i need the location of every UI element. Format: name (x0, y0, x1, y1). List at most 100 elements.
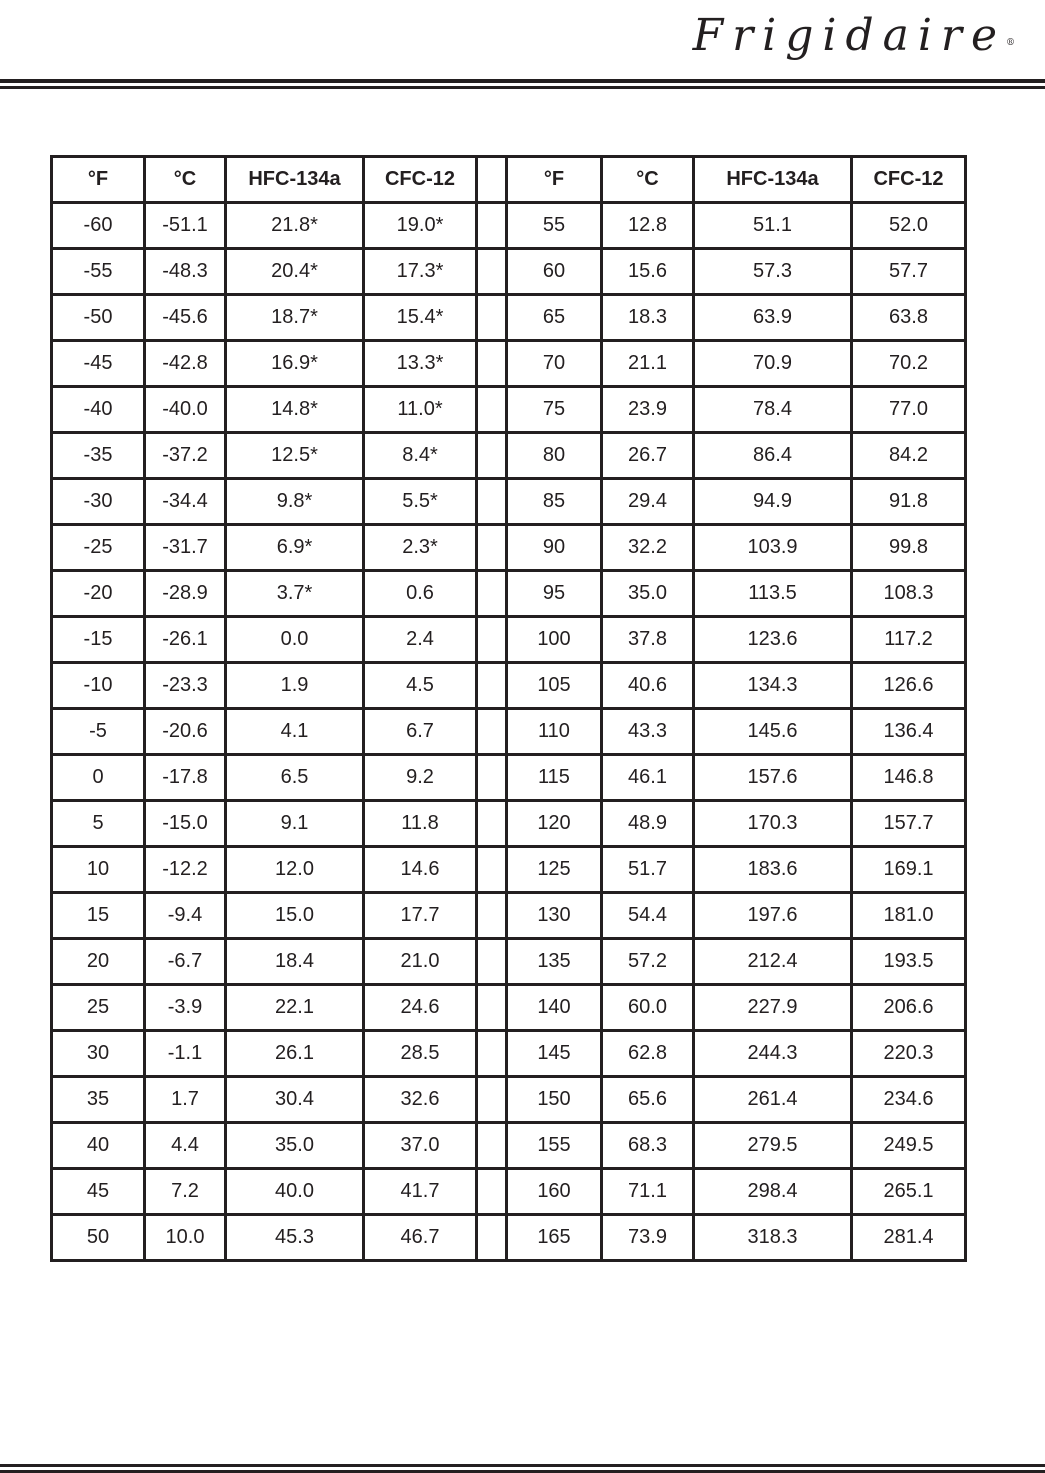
temp-c: -45.6 (143, 293, 227, 342)
temp-c: 26.7 (600, 431, 695, 480)
hfc134a-value: 30.4 (224, 1075, 365, 1124)
temp-f: -5 (50, 707, 146, 756)
temp-c: 71.1 (600, 1167, 695, 1216)
temp-f: -10 (50, 661, 146, 710)
spacer-cell (475, 661, 508, 710)
temp-c: -1.1 (143, 1029, 227, 1078)
cfc12-value: 136.4 (850, 707, 967, 756)
cfc12-value: 157.7 (850, 799, 967, 848)
table-row: -15 -26.1 0.0 2.4 100 37.8 123.6 117.2 (50, 615, 967, 664)
hfc134a-value: 1.9 (224, 661, 365, 710)
cfc12-value: 234.6 (850, 1075, 967, 1124)
spacer-cell (475, 937, 508, 986)
cfc12-value: 193.5 (850, 937, 967, 986)
hfc134a-value: 18.4 (224, 937, 365, 986)
cfc12-value: 17.7 (362, 891, 478, 940)
temp-c: 57.2 (600, 937, 695, 986)
hfc134a-value: 94.9 (692, 477, 853, 526)
temp-c: -42.8 (143, 339, 227, 388)
spacer-cell (475, 753, 508, 802)
hfc134a-value: 157.6 (692, 753, 853, 802)
cfc12-value: 206.6 (850, 983, 967, 1032)
hfc134a-value: 12.0 (224, 845, 365, 894)
temp-c: -31.7 (143, 523, 227, 572)
temp-f: 60 (505, 247, 603, 296)
spacer-cell (475, 247, 508, 296)
hfc134a-value: 6.9* (224, 523, 365, 572)
hfc134a-value: 16.9* (224, 339, 365, 388)
temp-f: 50 (50, 1213, 146, 1262)
table-row: -50 -45.6 18.7* 15.4* 65 18.3 63.9 63.8 (50, 293, 967, 342)
temp-f: 75 (505, 385, 603, 434)
cfc12-value: 146.8 (850, 753, 967, 802)
temp-f: 40 (50, 1121, 146, 1170)
header-cfc12: CFC-12 (362, 155, 478, 204)
cfc12-value: 281.4 (850, 1213, 967, 1262)
temp-f: 15 (50, 891, 146, 940)
temp-f: 90 (505, 523, 603, 572)
hfc134a-value: 26.1 (224, 1029, 365, 1078)
header-c: °C (600, 155, 695, 204)
hfc134a-value: 70.9 (692, 339, 853, 388)
table-row: 0 -17.8 6.5 9.2 115 46.1 157.6 146.8 (50, 753, 967, 802)
temp-f: -15 (50, 615, 146, 664)
cfc12-value: 249.5 (850, 1121, 967, 1170)
temp-f: 45 (50, 1167, 146, 1216)
cfc12-value: 15.4* (362, 293, 478, 342)
temp-c: 32.2 (600, 523, 695, 572)
spacer-cell (475, 845, 508, 894)
temp-f: 5 (50, 799, 146, 848)
table-row: 25 -3.9 22.1 24.6 140 60.0 227.9 206.6 (50, 983, 967, 1032)
table-row: -45 -42.8 16.9* 13.3* 70 21.1 70.9 70.2 (50, 339, 967, 388)
hfc134a-value: 22.1 (224, 983, 365, 1032)
temp-c: -12.2 (143, 845, 227, 894)
hfc134a-value: 279.5 (692, 1121, 853, 1170)
temp-c: -20.6 (143, 707, 227, 756)
hfc134a-value: 113.5 (692, 569, 853, 618)
spacer-cell (475, 431, 508, 480)
temp-c: 10.0 (143, 1213, 227, 1262)
temp-f: 160 (505, 1167, 603, 1216)
spacer-cell (475, 201, 508, 250)
cfc12-value: 17.3* (362, 247, 478, 296)
temp-c: 37.8 (600, 615, 695, 664)
hfc134a-value: 86.4 (692, 431, 853, 480)
table-row: 50 10.0 45.3 46.7 165 73.9 318.3 281.4 (50, 1213, 967, 1262)
header-cfc12: CFC-12 (850, 155, 967, 204)
temp-c: 60.0 (600, 983, 695, 1032)
temp-f: 70 (505, 339, 603, 388)
header-f: °F (50, 155, 146, 204)
header-rule-top (0, 79, 1045, 83)
temp-f: 115 (505, 753, 603, 802)
temp-c: 15.6 (600, 247, 695, 296)
temp-f: 20 (50, 937, 146, 986)
spacer-cell (475, 1121, 508, 1170)
cfc12-value: 70.2 (850, 339, 967, 388)
cfc12-value: 181.0 (850, 891, 967, 940)
hfc134a-value: 15.0 (224, 891, 365, 940)
temp-f: -20 (50, 569, 146, 618)
temp-c: 73.9 (600, 1213, 695, 1262)
cfc12-value: 265.1 (850, 1167, 967, 1216)
spacer-cell (475, 891, 508, 940)
temp-c: 35.0 (600, 569, 695, 618)
spacer-cell (475, 615, 508, 664)
hfc134a-value: 45.3 (224, 1213, 365, 1262)
spacer-cell (475, 339, 508, 388)
hfc134a-value: 21.8* (224, 201, 365, 250)
table-row: 35 1.7 30.4 32.6 150 65.6 261.4 234.6 (50, 1075, 967, 1124)
spacer-cell (475, 523, 508, 572)
hfc134a-value: 78.4 (692, 385, 853, 434)
temp-c: -28.9 (143, 569, 227, 618)
cfc12-value: 52.0 (850, 201, 967, 250)
cfc12-value: 220.3 (850, 1029, 967, 1078)
temp-f: 105 (505, 661, 603, 710)
cfc12-value: 2.3* (362, 523, 478, 572)
hfc134a-value: 183.6 (692, 845, 853, 894)
hfc134a-value: 145.6 (692, 707, 853, 756)
table-row: 45 7.2 40.0 41.7 160 71.1 298.4 265.1 (50, 1167, 967, 1216)
cfc12-value: 84.2 (850, 431, 967, 480)
temp-c: 48.9 (600, 799, 695, 848)
table-row: -30 -34.4 9.8* 5.5* 85 29.4 94.9 91.8 (50, 477, 967, 526)
temp-f: 120 (505, 799, 603, 848)
